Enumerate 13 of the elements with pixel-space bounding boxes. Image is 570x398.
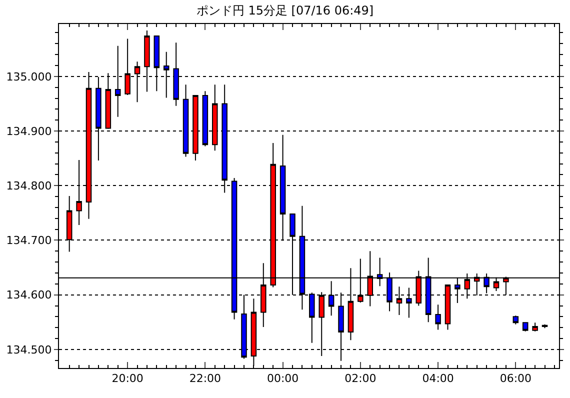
x-tick-label: 22:00: [189, 372, 222, 386]
chart-title: ポンド円 15分足 [07/16 06:49]: [196, 3, 374, 18]
y-tick-label: 134.700: [6, 234, 52, 248]
x-tick-label: 00:00: [266, 372, 299, 386]
y-tick-label: 135.000: [6, 70, 52, 84]
y-tick-label: 134.800: [6, 179, 52, 192]
y-tick-label: 134.500: [6, 343, 52, 356]
y-tick-label: 134.600: [6, 288, 52, 302]
x-tick-label: 04:00: [422, 372, 454, 386]
x-tick-label: 20:00: [112, 372, 144, 386]
y-tick-label: 134.900: [6, 124, 52, 138]
x-tick-label: 06:00: [500, 372, 532, 386]
x-tick-label: 02:00: [344, 372, 376, 386]
